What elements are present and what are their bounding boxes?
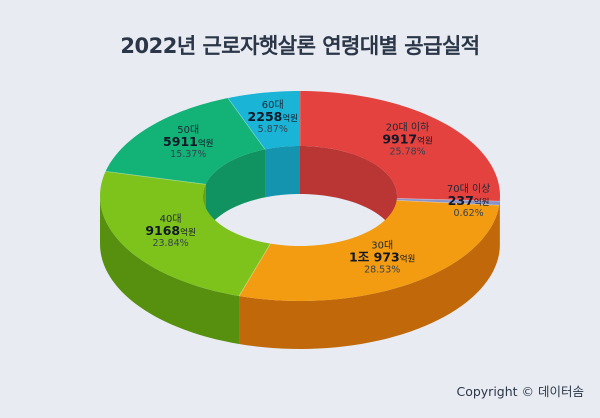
- slice-value: 9917억원: [382, 132, 432, 147]
- slice-40대: [100, 171, 271, 297]
- inner-wall-60대: [265, 146, 300, 198]
- side-wall-40대: [100, 196, 240, 345]
- copyright-text: Copyright © 데이터솜: [456, 384, 584, 399]
- chart-title: 2022년 근로자햇살론 연령대별 공급실적: [120, 34, 480, 58]
- slice-percent: 15.37%: [170, 149, 206, 160]
- slice-name: 50대: [177, 124, 199, 136]
- slice-name: 20대 이하: [386, 121, 430, 134]
- slice-percent: 23.84%: [152, 238, 188, 249]
- slice-60대: [227, 91, 300, 150]
- slice-20대-이하: [300, 91, 500, 202]
- side-wall-30대: [239, 205, 500, 349]
- inner-wall-50대: [205, 149, 266, 233]
- slice-percent: 5.87%: [258, 124, 288, 135]
- slice-70대-이상: [396, 198, 500, 206]
- slice-value: 2258억원: [248, 109, 298, 124]
- slice-value: 9168억원: [145, 223, 195, 238]
- slice-50대: [105, 98, 266, 185]
- slice-value: 237억원: [448, 193, 490, 208]
- slice-percent: 25.78%: [389, 147, 425, 158]
- slice-value: 5911억원: [163, 134, 213, 149]
- slice-percent: 0.62%: [454, 208, 484, 219]
- slice-name: 30대: [371, 240, 393, 252]
- slice-30대: [239, 200, 500, 301]
- side-wall-70대-이상: [499, 201, 500, 254]
- slice-name: 60대: [262, 99, 284, 111]
- slice-name: 70대 이상: [447, 183, 491, 195]
- inner-wall-20대-이하: [300, 146, 397, 244]
- slice-percent: 28.53%: [364, 265, 400, 276]
- slice-name: 40대: [160, 213, 182, 225]
- slice-value: 1조 973억원: [349, 250, 415, 265]
